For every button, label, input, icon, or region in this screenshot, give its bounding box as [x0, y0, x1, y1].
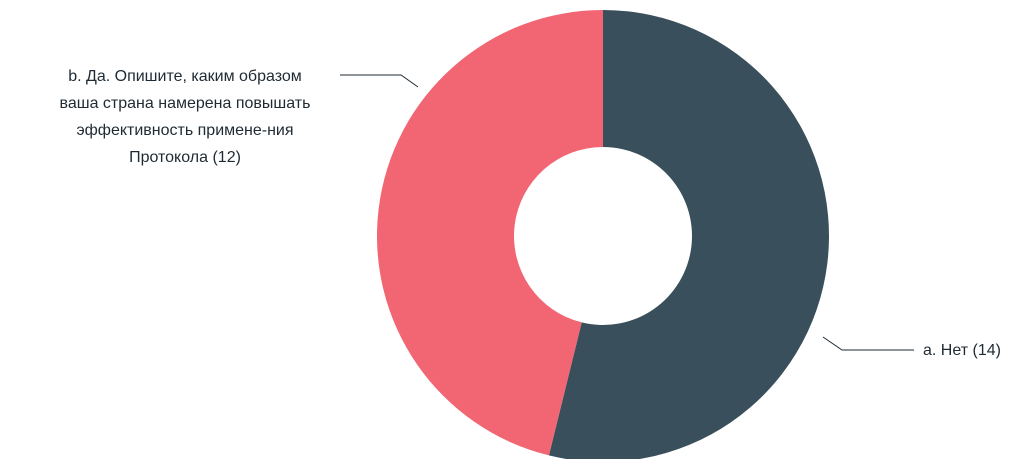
slice-label-line: b. Да. Опишите, каким образом: [68, 68, 302, 85]
slice-label-b: b. Да. Опишите, каким образом ваша страна…: [60, 68, 311, 166]
slice-label-line: Протокола (12): [129, 149, 241, 166]
donut-slice-a: [548, 10, 829, 459]
donut-slices: [376, 10, 829, 459]
slice-label-a: a. Нет (14): [923, 342, 1001, 359]
donut-slice-b: [376, 10, 603, 456]
leader-line-b: [340, 74, 419, 88]
leader-lines: [340, 74, 914, 351]
slice-labels: a. Нет (14) b. Да. Опишите, каким образом…: [60, 68, 1001, 359]
slice-label-line: ваша страна намерена повышать: [60, 95, 311, 112]
leader-line-a: [822, 336, 914, 351]
slice-label-line: эффективность примене-ния: [76, 122, 293, 139]
